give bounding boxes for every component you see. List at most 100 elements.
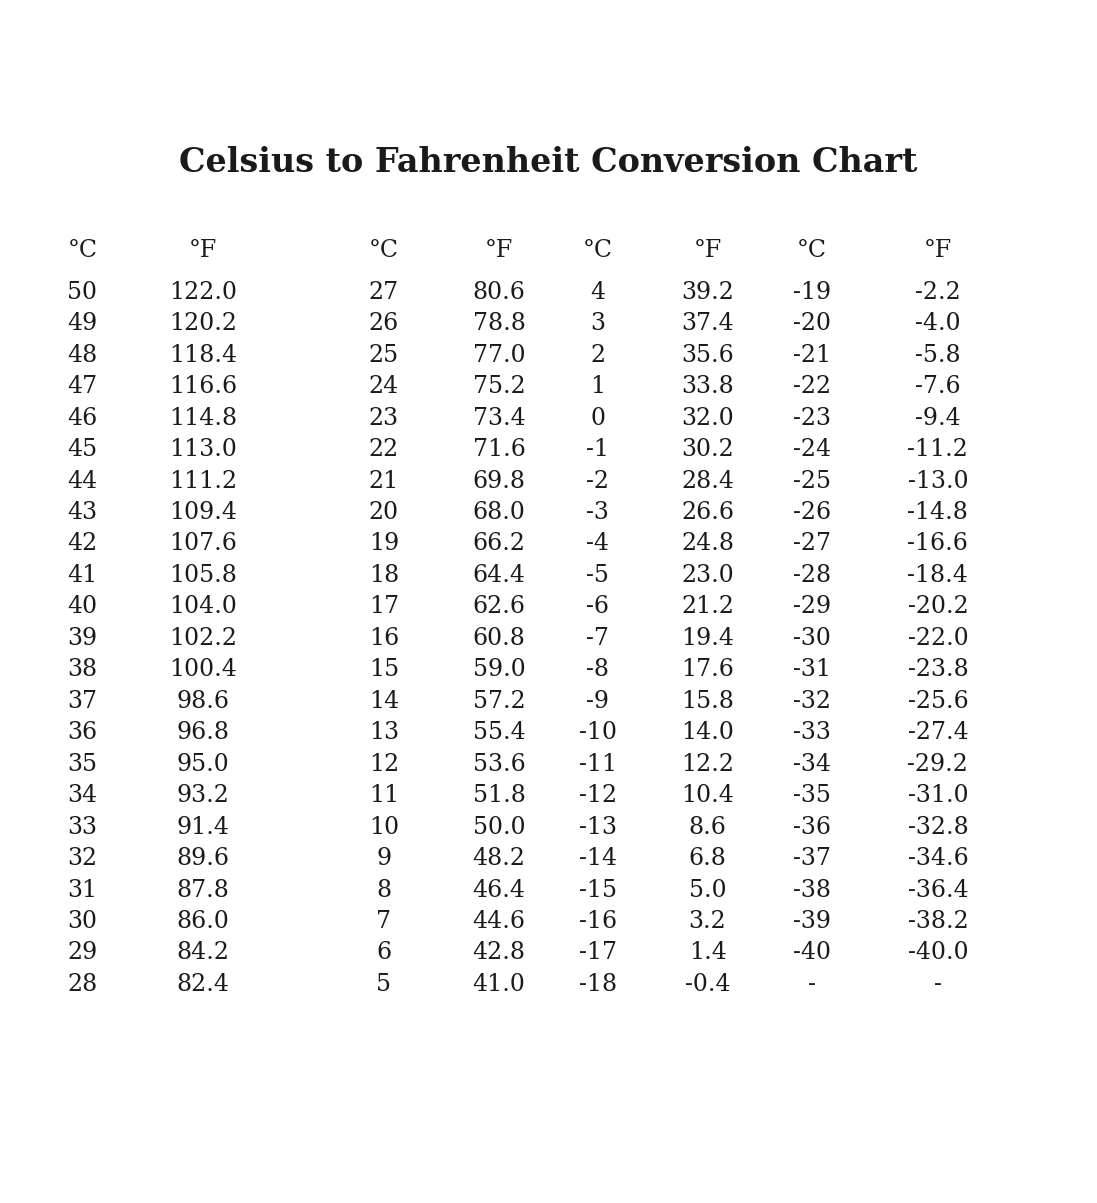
Text: 78.8: 78.8 xyxy=(473,313,525,336)
Text: -25: -25 xyxy=(793,469,830,492)
Text: -10: -10 xyxy=(579,722,617,745)
Text: 49: 49 xyxy=(67,313,98,336)
Text: -30: -30 xyxy=(793,627,830,650)
Text: 40: 40 xyxy=(67,595,98,618)
Text: 21: 21 xyxy=(369,469,399,492)
Text: -1: -1 xyxy=(587,438,609,461)
Text: -8: -8 xyxy=(587,658,609,681)
Text: 32: 32 xyxy=(67,847,98,870)
Text: -34.6: -34.6 xyxy=(907,847,969,870)
Text: 18: 18 xyxy=(369,564,399,587)
Text: 23: 23 xyxy=(369,407,399,429)
Text: 19: 19 xyxy=(369,533,399,556)
Text: -36.4: -36.4 xyxy=(907,878,969,901)
Text: 60.8: 60.8 xyxy=(473,627,525,650)
Text: 55.4: 55.4 xyxy=(473,722,525,745)
Text: 44.6: 44.6 xyxy=(473,909,525,934)
Text: 12.2: 12.2 xyxy=(681,753,734,776)
Text: 50.0: 50.0 xyxy=(473,816,525,838)
Text: -15: -15 xyxy=(579,878,617,901)
Text: 0: 0 xyxy=(590,407,606,429)
Text: -28: -28 xyxy=(793,564,830,587)
Text: 20: 20 xyxy=(369,500,399,525)
Text: 29: 29 xyxy=(67,942,98,965)
Text: -23.8: -23.8 xyxy=(907,658,969,681)
Text: °C: °C xyxy=(369,238,399,262)
Text: 80.6: 80.6 xyxy=(473,280,525,304)
Text: -26: -26 xyxy=(793,500,830,525)
Text: -29: -29 xyxy=(793,595,830,618)
Text: -12: -12 xyxy=(579,784,617,807)
Text: -16: -16 xyxy=(579,909,617,934)
Text: 73.4: 73.4 xyxy=(473,407,525,429)
Text: 113.0: 113.0 xyxy=(169,438,237,461)
Text: -38.2: -38.2 xyxy=(907,909,969,934)
Text: -3: -3 xyxy=(587,500,609,525)
Text: 8: 8 xyxy=(376,878,392,901)
Text: 1: 1 xyxy=(590,375,606,398)
Text: 45: 45 xyxy=(67,438,98,461)
Text: 6.8: 6.8 xyxy=(689,847,726,870)
Text: 1.4: 1.4 xyxy=(689,942,726,965)
Text: -32.8: -32.8 xyxy=(907,816,969,838)
Text: 122.0: 122.0 xyxy=(169,280,237,304)
Text: 23.0: 23.0 xyxy=(681,564,734,587)
Text: 47: 47 xyxy=(67,375,98,398)
Text: 4: 4 xyxy=(590,280,606,304)
Text: 14.0: 14.0 xyxy=(681,722,734,745)
Text: -18: -18 xyxy=(579,973,617,996)
Text: 89.6: 89.6 xyxy=(177,847,229,870)
Text: 12: 12 xyxy=(369,753,399,776)
Text: 38: 38 xyxy=(67,658,98,681)
Text: 28.4: 28.4 xyxy=(681,469,734,492)
Text: 37: 37 xyxy=(67,689,98,713)
Text: 98.6: 98.6 xyxy=(177,689,229,713)
Text: 42: 42 xyxy=(67,533,98,556)
Text: °C: °C xyxy=(67,238,98,262)
Text: -32: -32 xyxy=(793,689,830,713)
Text: -27: -27 xyxy=(793,533,830,556)
Text: -39: -39 xyxy=(793,909,830,934)
Text: 95.0: 95.0 xyxy=(177,753,229,776)
Text: °F: °F xyxy=(485,238,513,262)
Text: 68.0: 68.0 xyxy=(473,500,525,525)
Text: 46: 46 xyxy=(67,407,98,429)
Text: 96.8: 96.8 xyxy=(177,722,229,745)
Text: 3.2: 3.2 xyxy=(689,909,726,934)
Text: 33: 33 xyxy=(67,816,98,838)
Text: 5: 5 xyxy=(376,973,392,996)
Text: 93.2: 93.2 xyxy=(177,784,229,807)
Text: -23: -23 xyxy=(793,407,830,429)
Text: 26: 26 xyxy=(369,313,399,336)
Text: -21: -21 xyxy=(793,344,830,367)
Text: 86.0: 86.0 xyxy=(177,909,229,934)
Text: 104.0: 104.0 xyxy=(169,595,237,618)
Text: 59.0: 59.0 xyxy=(473,658,525,681)
Text: -34: -34 xyxy=(793,753,830,776)
Text: 9: 9 xyxy=(376,847,392,870)
Text: 15.8: 15.8 xyxy=(681,689,734,713)
Text: -7: -7 xyxy=(587,627,609,650)
Text: 57.2: 57.2 xyxy=(473,689,525,713)
Text: -40.0: -40.0 xyxy=(907,942,969,965)
Text: 2: 2 xyxy=(590,344,606,367)
Text: 17: 17 xyxy=(369,595,399,618)
Text: 50: 50 xyxy=(67,280,98,304)
Text: 41: 41 xyxy=(67,564,98,587)
Text: -11.2: -11.2 xyxy=(907,438,969,461)
Text: -24: -24 xyxy=(793,438,830,461)
Text: -13: -13 xyxy=(579,816,617,838)
Text: -29.2: -29.2 xyxy=(907,753,969,776)
Text: 87.8: 87.8 xyxy=(177,878,229,901)
Text: -: - xyxy=(807,973,816,996)
Text: 7: 7 xyxy=(376,909,392,934)
Text: -25.6: -25.6 xyxy=(907,689,969,713)
Text: 30.2: 30.2 xyxy=(681,438,734,461)
Text: 42.8: 42.8 xyxy=(473,942,525,965)
Text: 107.6: 107.6 xyxy=(169,533,237,556)
Text: °F: °F xyxy=(693,238,722,262)
Text: 11: 11 xyxy=(369,784,399,807)
Text: 41.0: 41.0 xyxy=(473,973,525,996)
Text: -20: -20 xyxy=(793,313,830,336)
Text: °C: °C xyxy=(583,238,613,262)
